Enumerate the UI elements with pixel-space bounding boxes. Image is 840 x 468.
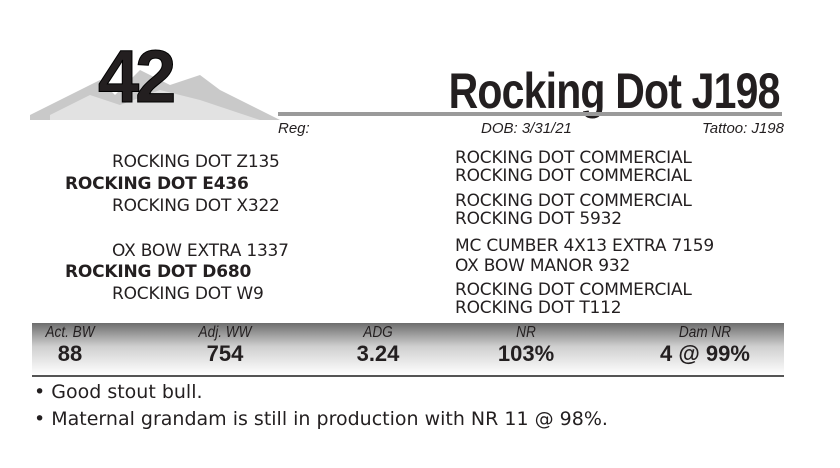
sire-sire: ROCKING DOT Z135 [112, 152, 280, 172]
stat-act-bw: Act. BW 88 [45, 324, 95, 366]
dam: ROCKING DOT D680 [65, 262, 252, 282]
sire-dam: ROCKING DOT X322 [112, 196, 280, 216]
stat-adg: ADG 3.24 [356, 324, 400, 366]
dob: DOB: 3/31/21 [481, 120, 572, 137]
dam-sire: OX BOW EXTRA 1337 [112, 241, 289, 261]
sire: ROCKING DOT E436 [65, 174, 249, 194]
animal-name: Rocking Dot J198 [449, 63, 781, 119]
title-rule [278, 112, 782, 116]
dd-dam: ROCKING DOT T112 [455, 298, 622, 318]
dd-sire: ROCKING DOT COMMERCIAL [455, 280, 692, 300]
note: • Maternal grandam is still in productio… [34, 408, 608, 430]
stat-nr: NR 103% [497, 324, 555, 366]
ss-sire: ROCKING DOT COMMERCIAL [455, 148, 692, 168]
ss-dam: ROCKING DOT COMMERCIAL [455, 166, 692, 186]
lot-number: 42 [97, 35, 176, 118]
ds-dam: OX BOW MANOR 932 [455, 256, 631, 276]
note: • Good stout bull. [34, 381, 203, 403]
stat-adj-ww: Adj. WW 754 [198, 324, 252, 366]
sd-dam: ROCKING DOT 5932 [455, 209, 622, 229]
tattoo: Tattoo: J198 [701, 120, 784, 137]
ds-sire: MC CUMBER 4X13 EXTRA 7159 [455, 236, 714, 256]
reg-label: Reg: [278, 120, 310, 137]
stats-bar [32, 323, 784, 377]
stat-dam-nr: Dam NR 4 @ 99% [660, 324, 750, 366]
sd-sire: ROCKING DOT COMMERCIAL [455, 191, 692, 211]
mountain-logo [30, 70, 280, 120]
dam-dam: ROCKING DOT W9 [112, 284, 264, 304]
